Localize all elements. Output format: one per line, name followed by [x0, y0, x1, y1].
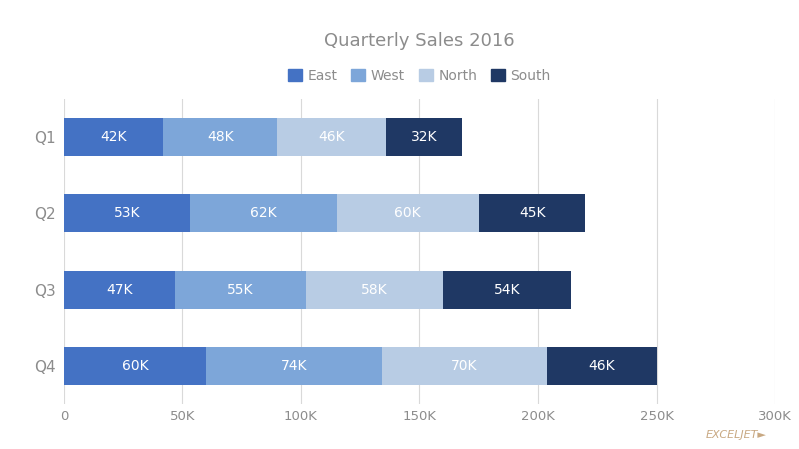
Text: 74K: 74K	[280, 359, 307, 373]
Bar	[336, 194, 479, 233]
Text: 60K: 60K	[395, 206, 421, 220]
Bar	[306, 270, 443, 309]
Text: 60K: 60K	[121, 359, 149, 373]
Text: 45K: 45K	[519, 206, 545, 220]
Text: 42K: 42K	[101, 130, 127, 144]
Bar	[64, 194, 189, 233]
Text: 46K: 46K	[589, 359, 615, 373]
Bar	[64, 347, 206, 385]
Text: 55K: 55K	[227, 282, 254, 297]
Text: 70K: 70K	[451, 359, 478, 373]
Text: EXCELJET►: EXCELJET►	[706, 430, 767, 440]
Bar	[189, 194, 336, 233]
Legend: East, West, North, South: East, West, North, South	[283, 63, 556, 88]
Text: 58K: 58K	[361, 282, 388, 297]
Bar	[277, 118, 386, 156]
Text: 32K: 32K	[411, 130, 438, 144]
Bar	[443, 270, 571, 309]
Bar	[64, 118, 164, 156]
Text: 46K: 46K	[319, 130, 345, 144]
Text: 48K: 48K	[207, 130, 233, 144]
Text: 47K: 47K	[106, 282, 133, 297]
Bar	[382, 347, 547, 385]
Bar	[175, 270, 306, 309]
Text: 53K: 53K	[113, 206, 140, 220]
Bar	[386, 118, 462, 156]
Text: 62K: 62K	[250, 206, 276, 220]
Text: 54K: 54K	[494, 282, 520, 297]
Bar	[164, 118, 277, 156]
Bar	[206, 347, 382, 385]
Bar	[547, 347, 657, 385]
Bar	[64, 270, 175, 309]
Title: Quarterly Sales 2016: Quarterly Sales 2016	[324, 32, 515, 50]
Bar	[479, 194, 586, 233]
